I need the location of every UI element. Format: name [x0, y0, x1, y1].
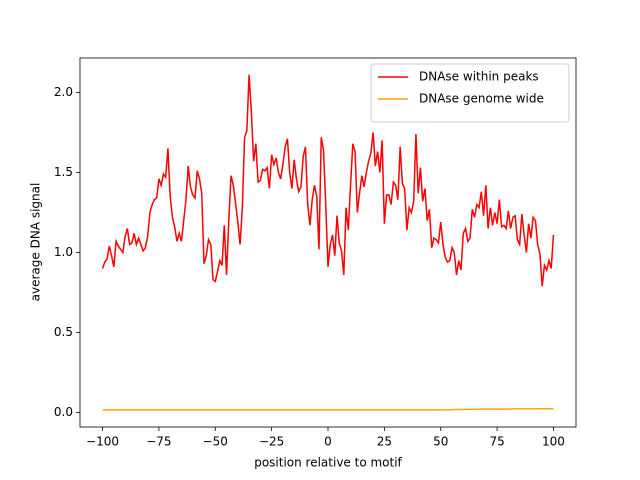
x-tick-label: −75 [146, 435, 171, 449]
x-tick-label: 0 [324, 435, 332, 449]
y-axis-label: average DNA signal [29, 183, 43, 302]
x-axis-label: position relative to motif [254, 456, 402, 470]
x-tick-label: −50 [203, 435, 228, 449]
x-tick-label: 75 [489, 435, 504, 449]
x-tick-label: 100 [542, 435, 565, 449]
x-tick-label: 50 [433, 435, 448, 449]
y-tick-label: 2.0 [54, 85, 73, 99]
x-tick-label: −100 [86, 435, 119, 449]
data-line [102, 408, 554, 411]
legend-label: DNAse genome wide [419, 92, 544, 106]
y-tick-label: 1.5 [54, 165, 73, 179]
y-tick-label: 1.0 [54, 245, 73, 259]
legend-box [370, 63, 570, 123]
y-tick-label: 0.5 [54, 325, 73, 339]
y-tick-label: 0.0 [54, 405, 73, 419]
x-tick-label: −25 [259, 435, 284, 449]
plot-frame [79, 57, 577, 428]
x-tick-label: 25 [377, 435, 392, 449]
data-line [101, 74, 555, 287]
legend-label: DNAse within peaks [419, 70, 539, 84]
